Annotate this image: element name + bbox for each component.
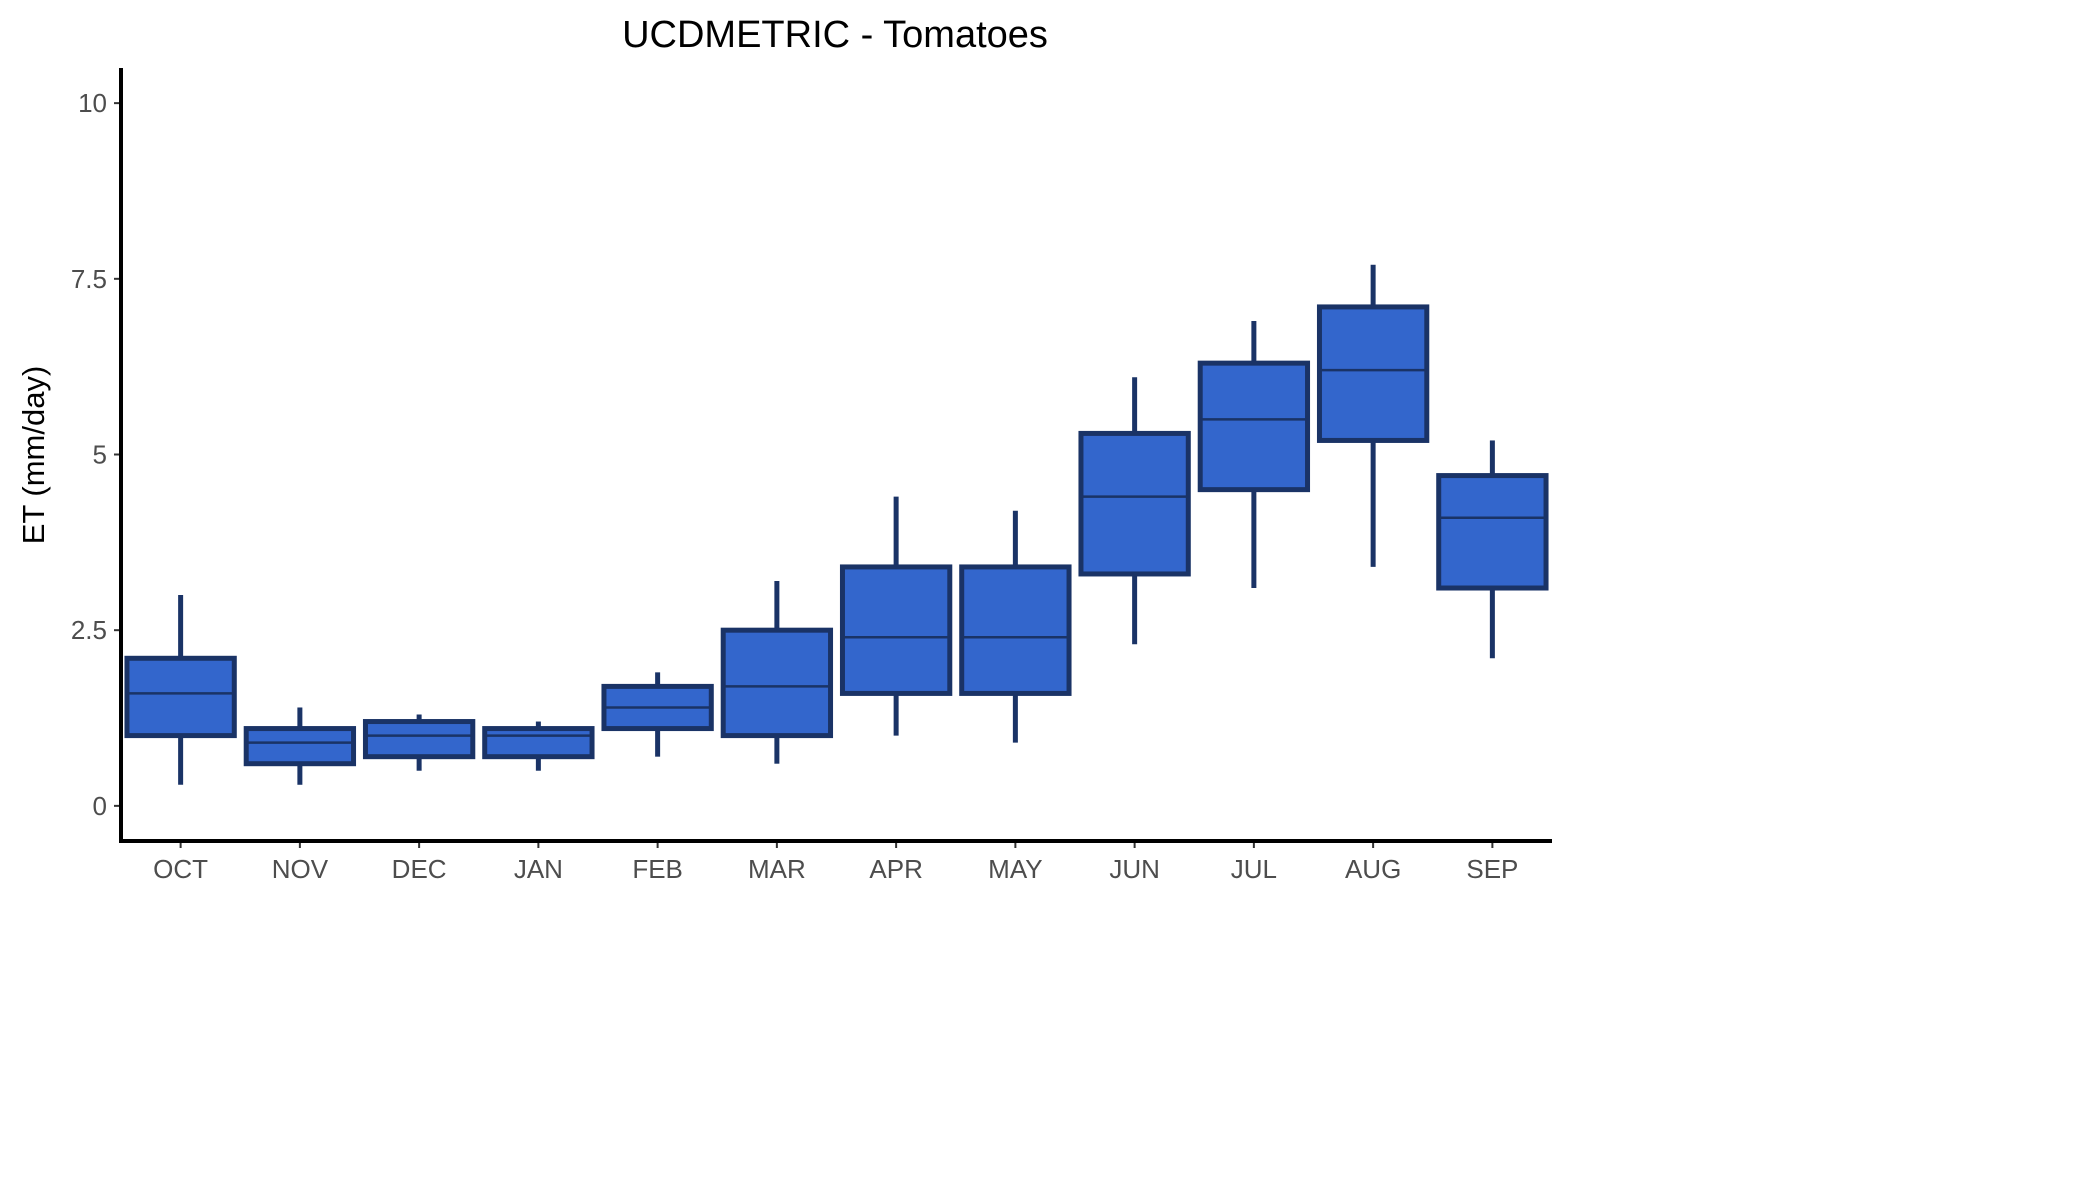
box-apr (839, 496, 953, 736)
box-mar (720, 580, 834, 764)
box-oct (124, 595, 237, 785)
y-axis-ticks: 0 2.5 5 7.5 10 (71, 88, 121, 821)
box-body (720, 627, 834, 739)
x-tick-label: JUL (1231, 854, 1277, 884)
x-tick-label: APR (869, 854, 922, 884)
y-axis-label: ET (mm/day) (16, 366, 51, 545)
box-body (839, 564, 953, 696)
box-nov (243, 707, 357, 785)
x-tick-label: MAR (748, 854, 806, 884)
x-tick-label: OCT (153, 854, 208, 884)
chart-title: UCDMETRIC - Tomatoes (622, 14, 1048, 56)
x-tick-label: JAN (514, 854, 563, 884)
x-tick-label: FEB (632, 854, 683, 884)
box-jul (1197, 320, 1311, 589)
box-feb (601, 672, 714, 757)
box-dec (362, 714, 476, 771)
box-body (1078, 430, 1191, 577)
box-body (1436, 473, 1549, 591)
box-series (124, 264, 1549, 785)
x-tick-label: JUN (1109, 854, 1160, 884)
x-tick-label: NOV (272, 854, 329, 884)
box-sep (1436, 440, 1549, 659)
box-body (1197, 360, 1311, 493)
box-jun (1078, 377, 1191, 645)
x-tick-label: AUG (1345, 854, 1401, 884)
x-axis-ticks: OCT NOV DEC JAN FEB MAR APR MAY JUN JUL AUG SEP (153, 841, 1518, 884)
box-body (362, 719, 476, 760)
box-body (482, 726, 595, 760)
y-tick-label: 10 (78, 88, 107, 118)
box-body (243, 726, 357, 767)
y-tick-label: 2.5 (71, 615, 107, 645)
y-tick-label: 0 (93, 791, 107, 821)
boxplot-chart: UCDMETRIC - Tomatoes ET (mm/day) 0 2.5 5 7.… (16, 14, 1552, 884)
x-tick-label: SEP (1466, 854, 1518, 884)
box-jan (482, 721, 595, 771)
y-tick-label: 5 (93, 440, 107, 470)
box-body (124, 655, 237, 739)
box-body (1316, 304, 1430, 443)
box-aug (1316, 264, 1430, 567)
x-tick-label: DEC (392, 854, 447, 884)
y-tick-label: 7.5 (71, 264, 107, 294)
box-may (959, 510, 1072, 743)
box-body (959, 564, 1072, 696)
x-tick-label: MAY (988, 854, 1042, 884)
